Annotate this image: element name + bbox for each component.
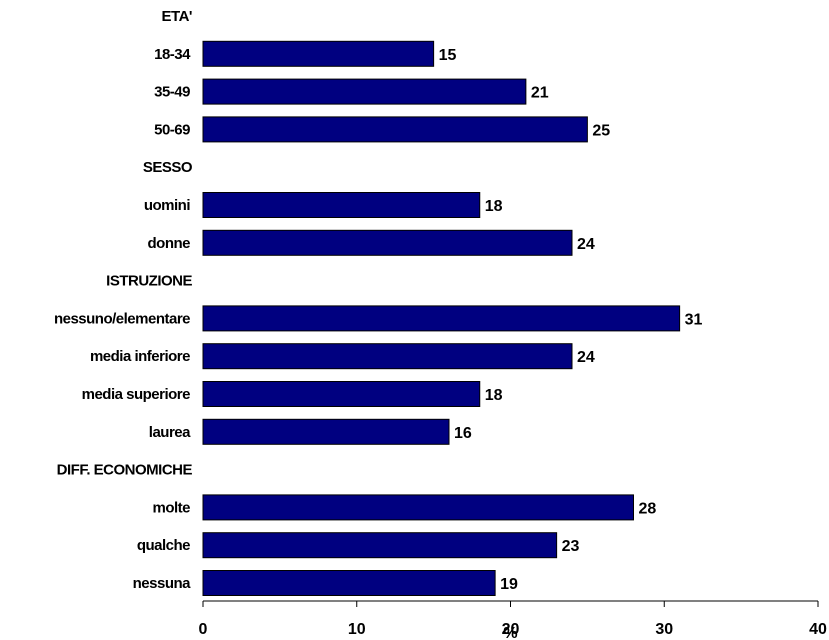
- data-label: 25: [592, 122, 610, 139]
- bar: [202, 343, 573, 370]
- bar: [202, 192, 481, 218]
- x-tick-label: 0: [199, 621, 208, 638]
- data-label: 31: [685, 311, 703, 328]
- category-label: molte: [152, 499, 190, 516]
- data-label: 18: [485, 198, 503, 215]
- category-label: media inferiore: [90, 348, 190, 365]
- group-header: ISTRUZIONE: [106, 273, 192, 290]
- group-header: DIFF. ECONOMICHE: [57, 462, 193, 479]
- group-header: SESSO: [143, 159, 193, 176]
- bar: [202, 40, 435, 67]
- category-label: nessuno/elementare: [54, 310, 190, 327]
- data-label: 15: [439, 47, 457, 64]
- x-axis-label: %: [503, 625, 517, 640]
- bar: [202, 78, 527, 105]
- bar: [202, 570, 496, 596]
- bar: [202, 494, 634, 521]
- chart-rows: ETA' 18-34 15 35-49 21 50-69 25 SESSO uomini 18 do…: [54, 8, 703, 596]
- x-axis: 0 10 20 30 40: [199, 600, 827, 638]
- data-label: 16: [454, 425, 472, 442]
- data-label: 21: [531, 85, 549, 102]
- data-label: 28: [639, 500, 657, 517]
- category-label: media superiore: [82, 386, 191, 403]
- data-label: 24: [577, 349, 595, 366]
- category-label: 35-49: [154, 84, 190, 101]
- bar: [202, 116, 588, 143]
- bar: [202, 532, 558, 559]
- x-tick-label: 40: [809, 621, 827, 638]
- category-label: laurea: [149, 424, 191, 441]
- data-label: 24: [577, 236, 595, 253]
- category-label: nessuna: [133, 575, 192, 592]
- category-label: donne: [148, 235, 191, 252]
- x-tick-label: 10: [348, 621, 366, 638]
- category-label: uomini: [144, 197, 190, 214]
- category-label: 50-69: [154, 121, 190, 138]
- x-tick-label: 30: [655, 621, 673, 638]
- bar: [202, 381, 481, 407]
- group-header: ETA': [162, 8, 192, 25]
- data-label: 19: [500, 576, 518, 593]
- bar: [202, 305, 681, 332]
- data-label: 23: [562, 538, 580, 555]
- bar: [202, 418, 450, 445]
- category-label: 18-34: [154, 46, 191, 63]
- x-tick-label: 20: [502, 621, 520, 638]
- data-label: 18: [485, 387, 503, 404]
- category-label: qualche: [137, 537, 190, 554]
- bar: [202, 229, 573, 256]
